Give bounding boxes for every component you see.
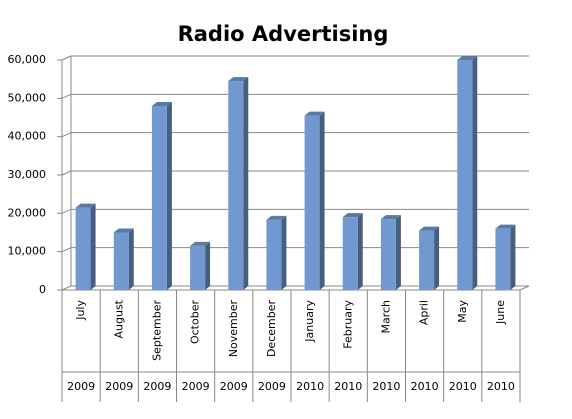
grid-slant <box>61 285 72 291</box>
bar-top <box>75 203 96 208</box>
x-tick-label: October <box>189 300 202 344</box>
bar-side <box>166 102 172 290</box>
y-tick-label: 0 <box>39 283 46 296</box>
bar-top <box>495 224 516 229</box>
year-label: 2010 <box>334 380 362 393</box>
bar-top <box>380 215 401 220</box>
grid-slant <box>61 132 72 138</box>
bar <box>342 217 358 290</box>
bar <box>75 207 91 290</box>
bar-side <box>281 215 287 290</box>
bar-top <box>228 77 249 82</box>
year-label: 2009 <box>143 380 171 393</box>
bar-side <box>128 228 134 290</box>
bar-side <box>395 215 401 290</box>
x-tick-label: January <box>303 300 316 343</box>
bar-top <box>113 228 134 233</box>
y-tick-label: 60,000 <box>8 53 47 66</box>
year-label: 2010 <box>487 380 515 393</box>
bar <box>266 219 282 290</box>
bar-side <box>472 56 478 290</box>
floor-right <box>519 285 530 291</box>
bar-top <box>190 241 211 246</box>
grid-slant <box>61 247 72 253</box>
bar-top <box>342 213 363 218</box>
x-tick-label: February <box>341 300 354 349</box>
chart-title: Radio Advertising <box>178 22 389 46</box>
bar <box>380 219 396 290</box>
x-tick-label: June <box>494 300 507 325</box>
year-label: 2009 <box>67 380 95 393</box>
year-label: 2009 <box>258 380 286 393</box>
bar <box>419 230 435 290</box>
year-label: 2010 <box>372 380 400 393</box>
bar <box>228 81 244 290</box>
grid-slant <box>61 55 72 61</box>
bar <box>151 106 167 290</box>
bar-side <box>205 241 211 290</box>
bar-side <box>510 224 516 290</box>
x-tick-label: December <box>265 300 278 358</box>
year-label: 2009 <box>105 380 133 393</box>
y-tick-label: 30,000 <box>8 168 47 181</box>
bar-top <box>151 102 172 106</box>
grid-slant <box>61 208 72 214</box>
y-tick-label: 50,000 <box>8 91 47 104</box>
year-label: 2009 <box>220 380 248 393</box>
bar-side <box>243 77 249 290</box>
y-tick-label: 10,000 <box>8 245 47 258</box>
year-label: 2010 <box>296 380 324 393</box>
bar-side <box>434 226 440 290</box>
grid-slant <box>61 93 72 99</box>
bar-side <box>357 213 363 290</box>
year-label: 2009 <box>182 380 210 393</box>
bar-side <box>319 111 325 290</box>
x-tick-label: November <box>227 300 240 358</box>
x-tick-label: March <box>379 300 392 334</box>
x-tick-label: May <box>456 300 469 323</box>
bar <box>190 245 206 290</box>
bar-top <box>266 215 287 220</box>
bar-side <box>90 203 96 290</box>
grid-slant <box>61 170 72 176</box>
y-tick-label: 40,000 <box>8 130 47 143</box>
bar <box>457 60 473 290</box>
x-tick-label: July <box>74 300 87 321</box>
bar-top <box>419 226 440 231</box>
y-tick-label: 20,000 <box>8 206 47 219</box>
year-label: 2010 <box>411 380 439 393</box>
bar-top <box>457 56 478 60</box>
year-label: 2010 <box>449 380 477 393</box>
x-tick-label: September <box>150 300 163 361</box>
bar-top <box>304 111 325 116</box>
bar <box>304 115 320 290</box>
bar <box>113 232 129 290</box>
x-tick-label: August <box>112 299 125 338</box>
x-tick-label: April <box>418 300 431 325</box>
bar <box>495 228 511 290</box>
